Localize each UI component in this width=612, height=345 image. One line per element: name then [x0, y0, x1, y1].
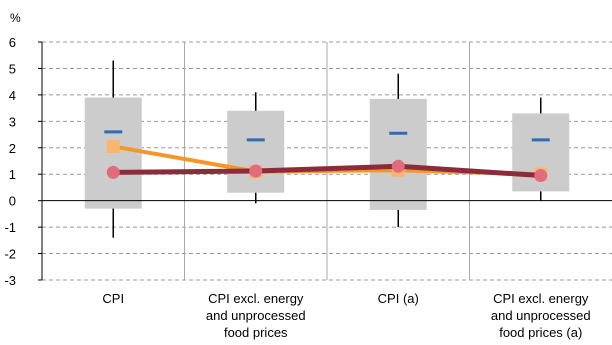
category-label-line: and unprocessed [206, 308, 306, 323]
category-label-line: and unprocessed [491, 308, 591, 323]
category-label-line: CPI excl. energy [493, 291, 589, 306]
category-label-line: CPI [102, 291, 124, 306]
box [227, 110, 285, 193]
y-tick-label: 4 [9, 88, 16, 103]
category-label-line: CPI excl. energy [208, 291, 304, 306]
y-tick-label: -1 [4, 220, 16, 235]
series-1-point [106, 139, 120, 153]
category-label: CPI (a) [378, 291, 419, 306]
box [369, 98, 427, 210]
category-label: CPI excl. energy and unprocessed food pric… [206, 291, 306, 340]
category-label: CPI [102, 291, 124, 306]
series-lines [106, 139, 548, 183]
category-label: CPI excl. energy and unprocessed food pric… [491, 291, 591, 340]
y-tick-label: 6 [9, 35, 16, 50]
series-2-point [391, 159, 405, 173]
y-tick-label: 2 [9, 141, 16, 156]
category-label-line: CPI (a) [378, 291, 419, 306]
y-tick-label: 5 [9, 61, 16, 76]
category-label-line: food prices (a) [499, 325, 582, 340]
axes: 6 5 4 3 2 1 0 -1 -2 -3 CPI CPI excl. energy and unpr… [4, 35, 612, 340]
box [84, 97, 142, 209]
y-tick-label: -3 [4, 273, 16, 288]
category-label-line: food prices [224, 325, 288, 340]
boxes [84, 60, 570, 238]
series-2-point [249, 164, 263, 178]
y-tick-label: -2 [4, 247, 16, 262]
series-2-point [106, 165, 120, 179]
series-2-point [534, 169, 548, 183]
y-tick-label: 1 [9, 167, 16, 182]
y-axis-unit-label: % [10, 11, 21, 25]
y-tick-label: 0 [9, 194, 16, 209]
y-tick-label: 3 [9, 114, 16, 129]
series-line-2 [110, 163, 544, 179]
